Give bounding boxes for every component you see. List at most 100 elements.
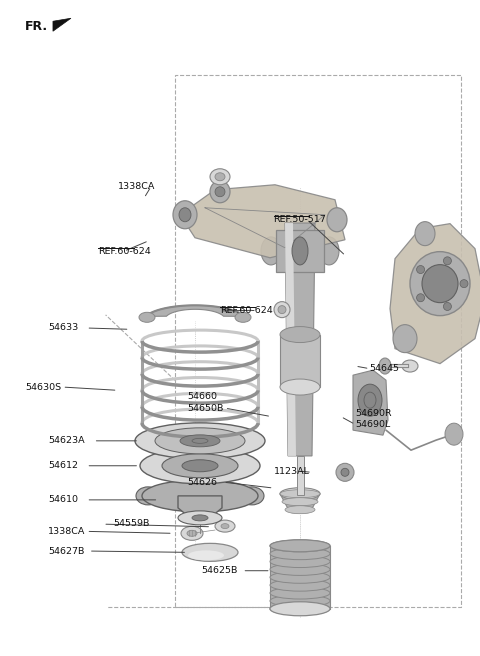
Ellipse shape — [410, 252, 470, 316]
Ellipse shape — [319, 237, 339, 265]
Ellipse shape — [444, 256, 451, 265]
Ellipse shape — [336, 463, 354, 482]
Ellipse shape — [358, 384, 382, 416]
Text: REF.60-624: REF.60-624 — [98, 247, 151, 256]
Ellipse shape — [210, 181, 230, 203]
Text: 54559B: 54559B — [113, 519, 149, 528]
Ellipse shape — [136, 487, 160, 505]
Ellipse shape — [180, 435, 220, 447]
Text: REF.60-624: REF.60-624 — [220, 306, 273, 316]
Ellipse shape — [210, 169, 230, 185]
Ellipse shape — [187, 530, 197, 537]
Ellipse shape — [270, 579, 330, 591]
Bar — [297, 456, 303, 495]
Ellipse shape — [215, 187, 225, 197]
Ellipse shape — [215, 520, 235, 532]
Text: 54650B: 54650B — [187, 403, 224, 413]
Ellipse shape — [142, 480, 258, 512]
Text: 54630S: 54630S — [25, 382, 61, 392]
Text: 54660: 54660 — [187, 392, 217, 401]
Text: 54625B: 54625B — [202, 566, 238, 575]
Ellipse shape — [415, 222, 435, 245]
Ellipse shape — [292, 237, 308, 265]
Text: 1338CA: 1338CA — [118, 182, 155, 191]
Ellipse shape — [182, 460, 218, 472]
Ellipse shape — [179, 208, 191, 222]
Ellipse shape — [188, 550, 224, 560]
Bar — [175, 75, 461, 607]
Ellipse shape — [402, 360, 418, 372]
Ellipse shape — [379, 358, 391, 374]
Ellipse shape — [270, 556, 330, 567]
Ellipse shape — [270, 595, 330, 607]
Ellipse shape — [278, 306, 286, 314]
Ellipse shape — [393, 325, 417, 353]
Text: 1338CA: 1338CA — [48, 527, 85, 536]
Ellipse shape — [240, 487, 264, 505]
Ellipse shape — [280, 379, 320, 395]
Text: REF.50-517: REF.50-517 — [274, 215, 326, 224]
Ellipse shape — [274, 302, 290, 318]
Ellipse shape — [445, 423, 463, 445]
Polygon shape — [353, 370, 388, 435]
Polygon shape — [180, 185, 345, 258]
Ellipse shape — [270, 540, 330, 552]
Ellipse shape — [135, 423, 265, 459]
Text: 54626: 54626 — [187, 478, 217, 487]
Ellipse shape — [285, 506, 315, 514]
Ellipse shape — [364, 392, 376, 408]
Ellipse shape — [155, 428, 245, 454]
Ellipse shape — [270, 602, 330, 616]
Ellipse shape — [327, 208, 347, 232]
Ellipse shape — [178, 511, 222, 525]
Ellipse shape — [460, 279, 468, 287]
Text: 54610: 54610 — [48, 495, 78, 504]
Text: 1123AL: 1123AL — [274, 466, 310, 476]
Text: 54690L: 54690L — [355, 420, 390, 429]
Ellipse shape — [215, 173, 225, 181]
Ellipse shape — [444, 302, 451, 310]
Bar — [276, 230, 324, 272]
Ellipse shape — [140, 448, 260, 483]
Ellipse shape — [270, 587, 330, 599]
Ellipse shape — [270, 548, 330, 560]
Ellipse shape — [270, 603, 330, 615]
Ellipse shape — [422, 264, 458, 302]
Ellipse shape — [341, 468, 349, 476]
Ellipse shape — [270, 564, 330, 575]
Ellipse shape — [173, 201, 197, 229]
Polygon shape — [285, 223, 296, 456]
Ellipse shape — [270, 540, 330, 552]
Ellipse shape — [280, 487, 320, 500]
Ellipse shape — [280, 490, 320, 498]
Text: 54623A: 54623A — [48, 436, 84, 445]
Polygon shape — [178, 496, 222, 518]
Polygon shape — [53, 18, 71, 31]
Ellipse shape — [221, 523, 229, 529]
Polygon shape — [280, 494, 320, 513]
Bar — [280, 335, 320, 387]
Ellipse shape — [282, 498, 318, 506]
Polygon shape — [285, 223, 315, 456]
Ellipse shape — [182, 543, 238, 562]
Text: 54690R: 54690R — [355, 409, 392, 418]
Polygon shape — [145, 305, 244, 316]
Bar — [270, 546, 330, 609]
Ellipse shape — [192, 515, 208, 521]
Ellipse shape — [261, 237, 281, 265]
Ellipse shape — [162, 454, 238, 478]
Ellipse shape — [417, 294, 425, 302]
Ellipse shape — [139, 312, 155, 322]
Text: 54612: 54612 — [48, 461, 78, 470]
Text: 54633: 54633 — [48, 323, 78, 333]
Ellipse shape — [235, 312, 251, 322]
Text: 54645: 54645 — [370, 364, 399, 373]
Ellipse shape — [280, 327, 320, 342]
Ellipse shape — [181, 526, 203, 541]
Polygon shape — [390, 224, 480, 363]
Ellipse shape — [192, 438, 208, 443]
Text: 54627B: 54627B — [48, 546, 84, 556]
Text: FR.: FR. — [25, 20, 48, 33]
Ellipse shape — [417, 266, 425, 274]
Ellipse shape — [270, 571, 330, 583]
